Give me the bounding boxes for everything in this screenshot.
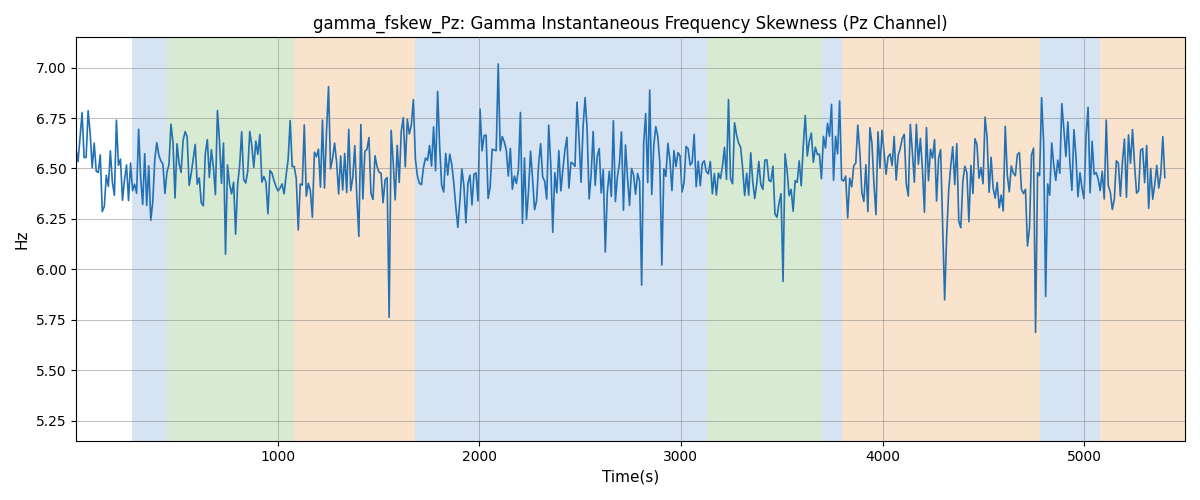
Bar — [415, 38, 694, 440]
Bar — [707, 38, 822, 440]
Bar — [1100, 38, 1186, 440]
Bar — [842, 38, 1040, 440]
Bar — [1040, 38, 1100, 440]
Bar — [294, 38, 415, 440]
Bar — [822, 38, 842, 440]
Bar — [694, 38, 707, 440]
X-axis label: Time(s): Time(s) — [602, 470, 659, 485]
Title: gamma_fskew_Pz: Gamma Instantaneous Frequency Skewness (Pz Channel): gamma_fskew_Pz: Gamma Instantaneous Freq… — [313, 15, 948, 34]
Bar — [167, 38, 294, 440]
Bar — [132, 38, 167, 440]
Y-axis label: Hz: Hz — [14, 230, 30, 249]
